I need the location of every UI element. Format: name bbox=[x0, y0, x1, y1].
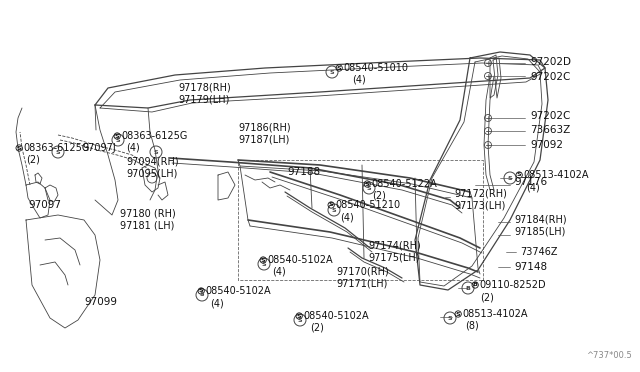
Text: 97184(RH): 97184(RH) bbox=[514, 215, 566, 225]
Text: (4): (4) bbox=[272, 267, 285, 277]
Text: 97171(LH): 97171(LH) bbox=[336, 279, 387, 289]
Text: 08540-5122A: 08540-5122A bbox=[371, 179, 437, 189]
Text: 97185(LH): 97185(LH) bbox=[514, 227, 565, 237]
Text: 97202C: 97202C bbox=[530, 72, 570, 82]
Text: 08540-5102A: 08540-5102A bbox=[205, 286, 271, 296]
Text: 09110-8252D: 09110-8252D bbox=[479, 280, 546, 290]
Text: S: S bbox=[200, 292, 204, 298]
Text: S: S bbox=[17, 145, 22, 151]
Text: (4): (4) bbox=[210, 298, 224, 308]
Text: 97099: 97099 bbox=[84, 297, 117, 307]
Text: 97094(RH): 97094(RH) bbox=[126, 157, 179, 167]
Text: 97092: 97092 bbox=[530, 140, 563, 150]
Text: S: S bbox=[330, 70, 334, 74]
Text: (4): (4) bbox=[526, 182, 540, 192]
Text: 97175(LH): 97175(LH) bbox=[368, 252, 419, 262]
Text: S: S bbox=[297, 314, 301, 318]
Text: (2): (2) bbox=[372, 191, 386, 201]
Text: (2): (2) bbox=[480, 292, 494, 302]
Text: 97187(LH): 97187(LH) bbox=[238, 135, 289, 145]
Text: 08513-4102A: 08513-4102A bbox=[462, 309, 528, 319]
Text: 97180 (RH): 97180 (RH) bbox=[120, 208, 176, 218]
Text: 08540-5102A: 08540-5102A bbox=[268, 255, 333, 265]
Text: 97148: 97148 bbox=[514, 262, 547, 272]
Text: 97095(LH): 97095(LH) bbox=[126, 169, 177, 179]
Text: 08363-6125G: 08363-6125G bbox=[122, 131, 188, 141]
Text: (2): (2) bbox=[310, 323, 324, 333]
Text: 97097: 97097 bbox=[28, 200, 61, 210]
Text: 73746Z: 73746Z bbox=[520, 247, 557, 257]
Text: 97174(RH): 97174(RH) bbox=[368, 240, 420, 250]
Text: S: S bbox=[456, 311, 460, 317]
Bar bbox=[238, 160, 483, 280]
Text: 08540-5102A: 08540-5102A bbox=[303, 311, 369, 321]
Text: (4): (4) bbox=[126, 143, 140, 153]
Text: ^737*00.5: ^737*00.5 bbox=[586, 351, 632, 360]
Text: S: S bbox=[448, 315, 452, 321]
Text: 97202C: 97202C bbox=[530, 111, 570, 121]
Text: S: S bbox=[337, 65, 342, 71]
Text: 08363-6125G: 08363-6125G bbox=[23, 143, 90, 153]
Text: B: B bbox=[473, 282, 477, 288]
Text: S: S bbox=[332, 208, 336, 212]
Text: 97170(RH): 97170(RH) bbox=[336, 267, 388, 277]
Text: 73663Z: 73663Z bbox=[530, 125, 570, 135]
Text: 08540-51210: 08540-51210 bbox=[335, 200, 401, 210]
Text: S: S bbox=[56, 150, 60, 154]
Text: 97179(LH): 97179(LH) bbox=[178, 95, 229, 105]
Text: S: S bbox=[367, 186, 371, 190]
Text: S: S bbox=[365, 182, 369, 186]
Text: (4): (4) bbox=[340, 212, 354, 222]
Text: 97172(RH): 97172(RH) bbox=[454, 188, 507, 198]
Text: 97202D: 97202D bbox=[530, 57, 571, 67]
Text: S: S bbox=[154, 150, 158, 154]
Text: B: B bbox=[465, 285, 470, 291]
Text: S: S bbox=[261, 257, 266, 263]
Text: 08513-4102A: 08513-4102A bbox=[524, 170, 589, 180]
Text: S: S bbox=[298, 317, 302, 323]
Text: (4): (4) bbox=[352, 75, 365, 85]
Text: 97188: 97188 bbox=[287, 167, 320, 177]
Text: 97178(RH): 97178(RH) bbox=[178, 83, 231, 93]
Text: 97176: 97176 bbox=[514, 177, 547, 187]
Text: 97173(LH): 97173(LH) bbox=[454, 200, 506, 210]
Text: 97181 (LH): 97181 (LH) bbox=[120, 220, 174, 230]
Text: S: S bbox=[262, 262, 266, 266]
Text: S: S bbox=[115, 134, 120, 138]
Text: S: S bbox=[508, 176, 512, 180]
Text: S: S bbox=[329, 202, 333, 208]
Text: S: S bbox=[199, 289, 204, 294]
Text: 08540-51010: 08540-51010 bbox=[343, 63, 408, 73]
Text: S: S bbox=[116, 138, 120, 142]
Text: 97186(RH): 97186(RH) bbox=[238, 123, 291, 133]
Text: S: S bbox=[517, 173, 522, 177]
Text: 97097J: 97097J bbox=[82, 143, 116, 153]
Text: (8): (8) bbox=[465, 321, 479, 331]
Text: (2): (2) bbox=[26, 155, 40, 165]
